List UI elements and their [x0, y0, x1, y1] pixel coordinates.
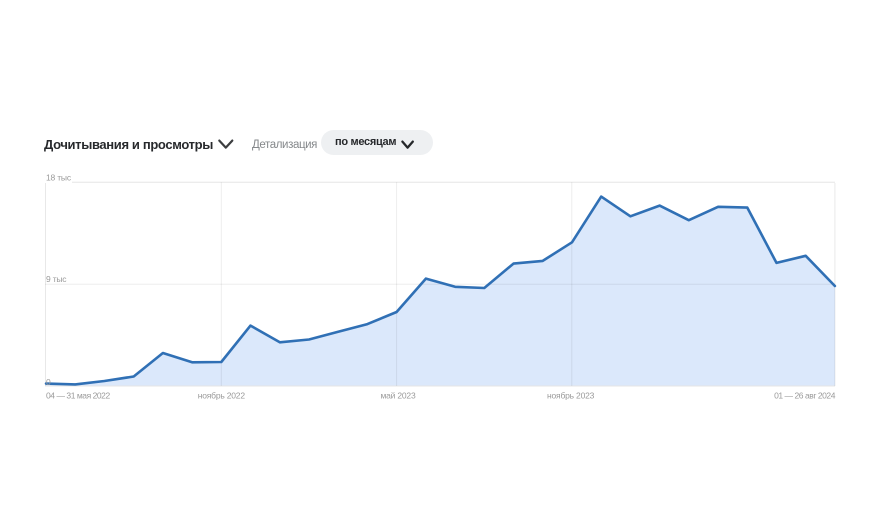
- svg-text:ноябрь 2022: ноябрь 2022: [198, 391, 246, 401]
- svg-text:май 2023: май 2023: [381, 391, 416, 401]
- svg-text:18 тыс: 18 тыс: [46, 172, 72, 182]
- svg-text:0: 0: [46, 377, 51, 387]
- svg-text:9 тыс: 9 тыс: [46, 274, 67, 284]
- svg-text:01 — 26 авг 2024: 01 — 26 авг 2024: [774, 391, 836, 401]
- svg-text:04 — 31 мая 2022: 04 — 31 мая 2022: [46, 391, 110, 401]
- svg-text:ноябрь 2023: ноябрь 2023: [547, 391, 595, 401]
